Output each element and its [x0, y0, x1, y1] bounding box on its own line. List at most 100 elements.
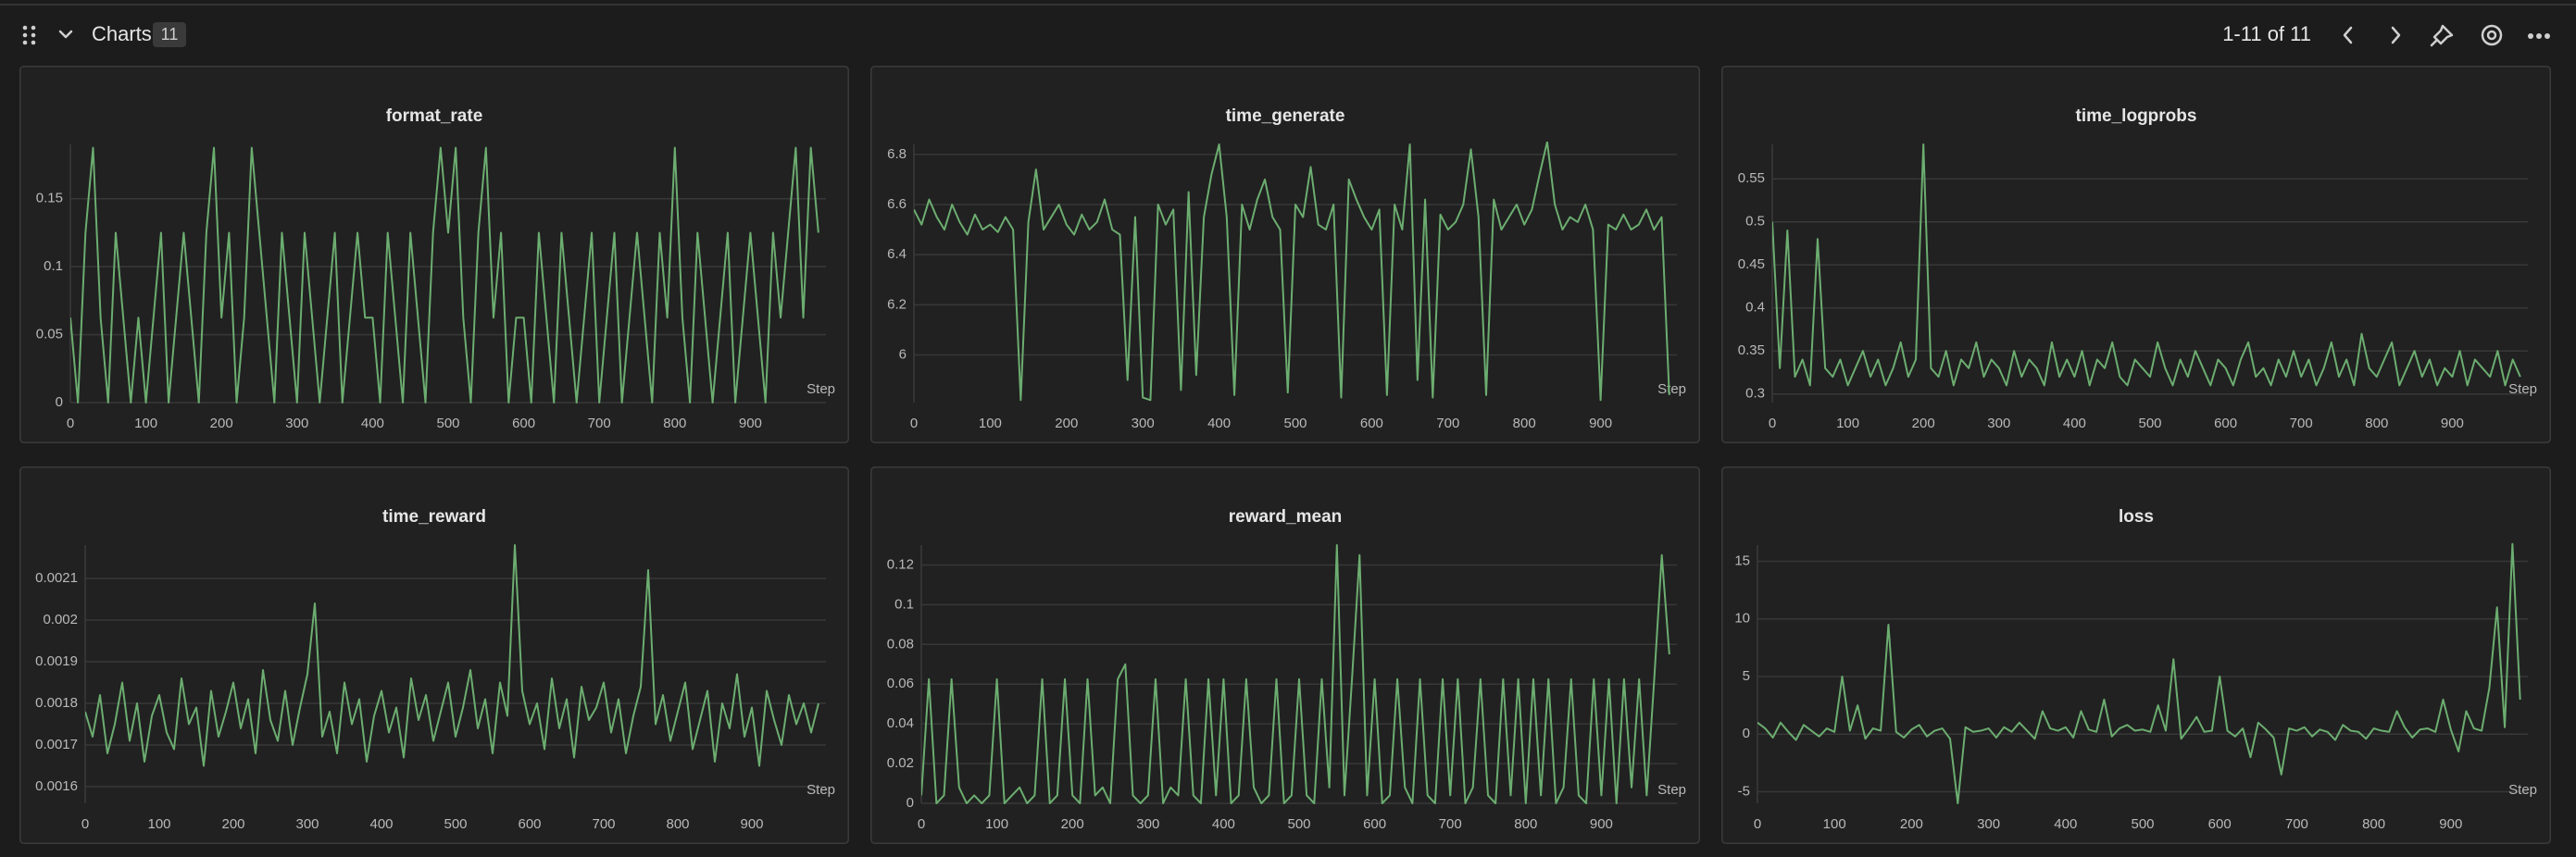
x-tick-label: 0	[1754, 816, 1761, 832]
x-tick-label: 200	[1055, 416, 1078, 431]
y-tick-label: 0.04	[887, 715, 914, 731]
pagination-text: 1-11 of 11	[2222, 22, 2311, 45]
plot-area	[1757, 542, 2521, 804]
drag-handle[interactable]	[22, 25, 36, 45]
y-tick-label: 6.6	[887, 196, 907, 212]
x-tick-label: 300	[295, 816, 319, 832]
y-tick-label: 0.4	[1745, 300, 1765, 316]
x-tick-label: 600	[2208, 816, 2232, 832]
y-tick-label: 0.06	[887, 676, 914, 691]
collapse-toggle[interactable]	[58, 30, 73, 39]
x-tick-label: 600	[1363, 816, 1386, 832]
y-tick-label: 0.55	[1738, 170, 1765, 186]
x-axis-label: Step	[807, 782, 835, 798]
settings-button[interactable]	[2481, 24, 2503, 46]
x-tick-label: 500	[1287, 816, 1310, 832]
plot-area	[1772, 143, 2521, 387]
x-tick-label: 300	[1987, 416, 2010, 431]
x-tick-label: 200	[1061, 816, 1084, 832]
chart-title: format_rate	[386, 106, 483, 126]
x-tick-label: 600	[1360, 416, 1383, 431]
y-tick-label: 0.0016	[35, 778, 78, 794]
x-axis-label: Step	[1657, 381, 1686, 397]
x-tick-label: 100	[1836, 416, 1859, 431]
y-tick-label: 0.0019	[35, 653, 78, 669]
chart-title: time_reward	[382, 507, 486, 527]
y-tick-label: 0.45	[1738, 256, 1765, 272]
x-tick-label: 400	[361, 416, 384, 431]
x-axis-label: Step	[2508, 782, 2537, 798]
x-tick-label: 400	[2054, 816, 2077, 832]
x-tick-label: 600	[512, 416, 535, 431]
y-tick-label: 0.1	[894, 596, 914, 612]
y-tick-label: 0.002	[43, 612, 78, 627]
y-tick-label: 0	[907, 795, 914, 811]
x-axis-label: Step	[1657, 782, 1686, 798]
x-axis-label: Step	[2508, 381, 2537, 397]
chart-panel: time_logprobs 0.3 0.35 0.4 0.45 0.5 0.55 0 100 20…	[1721, 66, 2551, 443]
x-tick-label: 400	[1212, 816, 1235, 832]
panel-frame	[1721, 66, 2551, 443]
x-tick-label: 0	[67, 416, 74, 431]
x-tick-label: 700	[1436, 416, 1459, 431]
x-tick-label: 100	[979, 416, 1002, 431]
panel-frame	[19, 66, 849, 443]
y-tick-label: 6.4	[887, 246, 907, 262]
x-tick-label: 500	[444, 816, 467, 832]
data-line	[85, 544, 819, 767]
x-tick-label: 0	[81, 816, 89, 832]
x-tick-label: 300	[1136, 816, 1159, 832]
x-tick-label: 900	[1589, 416, 1612, 431]
x-tick-label: 400	[1207, 416, 1231, 431]
y-tick-label: 6	[899, 347, 907, 363]
next-page[interactable]	[2391, 26, 2401, 44]
plot-area	[85, 544, 819, 767]
y-tick-label: 0.0017	[35, 737, 78, 752]
chart-panel: reward_mean 0 0.02 0.04 0.06 0.08 0.1 0.12 0 100 2…	[870, 466, 1700, 844]
x-tick-label: 500	[2131, 816, 2154, 832]
panel-frame	[870, 466, 1700, 844]
y-tick-label: 6.8	[887, 146, 907, 162]
y-tick-label: 0	[56, 394, 63, 410]
plot-area	[921, 544, 1670, 804]
x-tick-label: 400	[2063, 416, 2086, 431]
y-tick-label: 15	[1734, 553, 1750, 568]
data-line	[70, 146, 819, 404]
x-tick-label: 100	[147, 816, 170, 832]
chart-title: reward_mean	[1229, 507, 1343, 527]
x-tick-label: 0	[1769, 416, 1776, 431]
section-title: Charts	[92, 22, 152, 45]
x-tick-label: 300	[285, 416, 308, 431]
x-tick-label: 300	[1977, 816, 2000, 832]
more-options[interactable]	[2528, 33, 2550, 39]
x-tick-label: 200	[1912, 416, 1935, 431]
x-tick-label: 800	[1514, 816, 1537, 832]
x-tick-label: 800	[663, 416, 686, 431]
x-tick-label: 400	[369, 816, 393, 832]
y-tick-label: 10	[1734, 611, 1750, 627]
previous-page[interactable]	[2343, 26, 2353, 44]
chart-title: time_generate	[1226, 106, 1345, 126]
x-tick-label: 900	[2441, 416, 2464, 431]
x-tick-label: 700	[1439, 816, 1462, 832]
x-tick-label: 800	[2365, 416, 2388, 431]
x-tick-label: 900	[739, 416, 762, 431]
x-tick-label: 500	[436, 416, 459, 431]
y-tick-label: 0.35	[1738, 342, 1765, 358]
x-tick-label: 800	[666, 816, 689, 832]
x-tick-label: 700	[2290, 416, 2313, 431]
y-tick-label: 0.0021	[35, 570, 78, 586]
y-tick-label: 6.2	[887, 296, 907, 312]
chart-panel: time_reward 0.0016 0.0017 0.0018 0.0019 0.002…	[19, 466, 849, 844]
x-tick-label: 100	[985, 816, 1008, 832]
y-tick-label: 0.15	[36, 191, 63, 206]
pin-button[interactable]	[2430, 24, 2454, 47]
x-tick-label: 900	[1590, 816, 1613, 832]
y-tick-label: 0.1	[44, 258, 63, 274]
x-tick-label: 300	[1132, 416, 1155, 431]
x-tick-label: 700	[588, 416, 611, 431]
count-badge	[153, 22, 186, 47]
x-tick-label: 900	[740, 816, 763, 832]
panel-frame	[19, 466, 849, 844]
